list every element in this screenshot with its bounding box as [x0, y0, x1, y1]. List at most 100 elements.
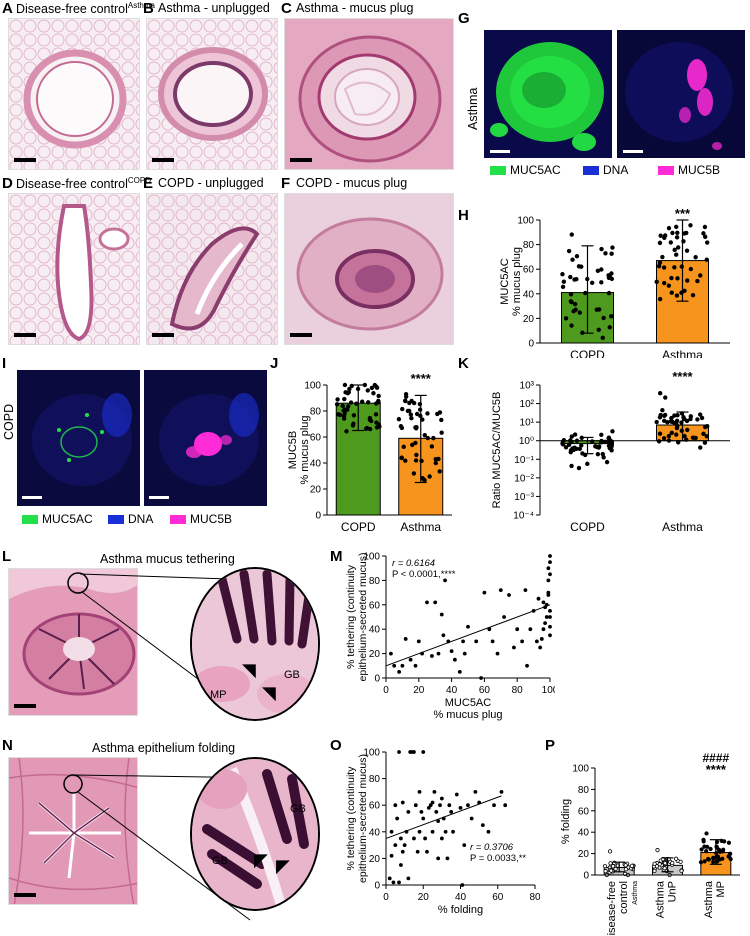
y-tick-label: 40 — [369, 827, 381, 838]
data-point — [411, 400, 417, 406]
data-point — [443, 578, 447, 583]
data-point — [548, 615, 552, 619]
data-point — [447, 803, 452, 808]
data-point — [391, 880, 396, 885]
data-point — [685, 278, 690, 283]
data-point — [435, 411, 440, 417]
data-point — [674, 252, 679, 257]
panel-title-n: Asthma epithelium folding — [92, 741, 236, 755]
panel-label-g: G — [458, 10, 470, 27]
data-point — [490, 639, 495, 644]
data-point — [431, 435, 436, 441]
x-tick-label: 60 — [479, 685, 491, 696]
legend-swatch-magenta — [658, 166, 674, 176]
data-point — [437, 469, 442, 474]
data-point — [436, 651, 441, 656]
scale-bar — [14, 893, 36, 897]
panel-title-e: COPD - unplugged — [158, 176, 264, 190]
x-tick-label: 40 — [446, 685, 458, 696]
data-point — [685, 427, 690, 433]
y-tick-label: 60 — [369, 801, 381, 812]
scale-bar — [490, 150, 510, 153]
y-axis-label: % tethering (continuity — [345, 766, 357, 871]
data-point — [430, 829, 435, 834]
data-point — [515, 627, 520, 632]
zoom-inset-n: GB GB ◤ ◤ — [190, 757, 320, 911]
data-point — [432, 790, 437, 794]
data-point — [548, 572, 552, 577]
data-point — [568, 449, 573, 455]
data-point — [393, 803, 398, 808]
regression-line — [385, 604, 551, 667]
data-point — [693, 255, 698, 260]
data-point — [374, 420, 379, 425]
y-tick-label: 0 — [528, 339, 534, 350]
data-point — [657, 391, 663, 396]
data-point — [449, 649, 454, 654]
data-point — [695, 417, 700, 422]
data-point — [462, 843, 467, 847]
data-point — [340, 403, 345, 409]
data-point — [541, 627, 546, 632]
x-tick-label: 60 — [492, 892, 504, 903]
panel-label-f: F — [281, 175, 291, 192]
chart-j: MUC5B% mucus plug COPD **** Asthma 0 20 40 60 80… — [287, 371, 452, 534]
data-point — [466, 803, 470, 808]
data-point — [429, 444, 435, 449]
data-point — [334, 402, 340, 407]
data-point — [572, 301, 578, 307]
data-point — [402, 398, 408, 403]
data-point — [400, 800, 405, 805]
data-point — [695, 278, 700, 284]
panel-title-l: Asthma mucus tethering — [100, 552, 235, 566]
data-point — [579, 264, 584, 269]
data-point — [373, 412, 379, 417]
data-point — [698, 860, 704, 865]
y-tick-label: 10⁻¹ — [514, 455, 534, 466]
data-point — [666, 225, 672, 231]
data-point — [657, 260, 663, 265]
y-tick-label: 60 — [369, 600, 381, 611]
data-point — [606, 436, 611, 441]
legend-muc5b: MUC5B — [658, 163, 720, 177]
data-point — [705, 856, 711, 862]
x-tick-label: 40 — [455, 892, 467, 903]
stat-r: r = 0.3706 — [470, 842, 514, 853]
panel-label-o: O — [330, 737, 342, 754]
data-point — [406, 809, 411, 814]
y-tick-label: 100 — [572, 764, 589, 775]
data-point — [371, 391, 376, 396]
data-point — [428, 803, 433, 808]
data-point — [410, 442, 415, 448]
data-point — [669, 430, 674, 436]
panel-title-d: Disease-free controlCOPD — [16, 176, 151, 192]
data-point — [682, 433, 687, 439]
data-point — [560, 272, 565, 277]
panel-title-b: Asthma - unplugged — [158, 1, 270, 15]
data-point — [652, 868, 657, 873]
data-point — [425, 600, 429, 605]
data-point — [473, 790, 478, 794]
data-point — [596, 327, 601, 333]
data-point — [669, 415, 674, 421]
data-point — [395, 816, 400, 821]
y-axis-label: % folding — [560, 799, 572, 844]
significance-label: **** — [706, 762, 727, 777]
panel-label-c: C — [281, 0, 292, 17]
data-point — [655, 848, 660, 853]
data-point — [599, 280, 604, 285]
data-point — [401, 444, 406, 450]
panel-label-d: D — [2, 175, 13, 192]
data-point — [367, 426, 373, 432]
y-tick-label: 10⁰ — [519, 436, 534, 447]
data-point — [577, 310, 582, 315]
data-point — [594, 307, 600, 312]
y-axis-label: % mucus plug — [511, 247, 523, 316]
panel-side-label-i: COPD — [2, 403, 16, 440]
y-tick-label: 60 — [523, 265, 535, 276]
data-point — [690, 293, 696, 298]
data-point — [369, 385, 375, 391]
data-point — [568, 292, 574, 297]
data-point — [525, 663, 529, 668]
data-point — [678, 859, 683, 864]
